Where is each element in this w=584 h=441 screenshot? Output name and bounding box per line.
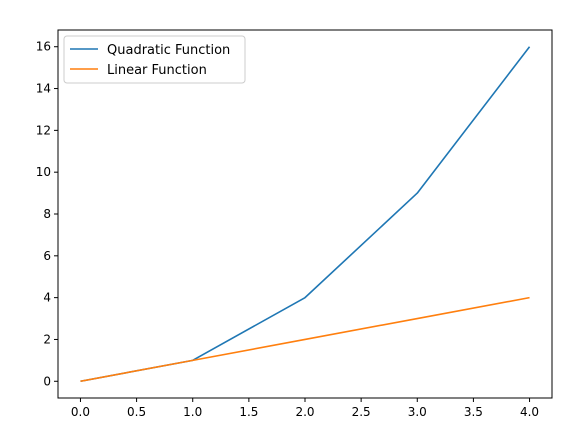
legend-label-1: Linear Function: [107, 63, 207, 78]
series-layer: [80, 46, 531, 383]
legend: Quadratic Function Linear Function: [63, 35, 246, 84]
y-tick-label: 2: [43, 332, 51, 346]
series-line-1: [80, 296, 530, 383]
y-tick-label: 16: [36, 40, 51, 54]
y-tick-label: 10: [36, 165, 51, 179]
x-tick-label: 3.5: [464, 405, 483, 419]
x-tick-label: 3.0: [408, 405, 427, 419]
legend-box: [63, 35, 246, 84]
y-tick-label: 6: [43, 249, 51, 263]
x-tick-label: 1.0: [183, 405, 202, 419]
x-tick-label: 4.0: [520, 405, 539, 419]
legend-label-0: Quadratic Function: [107, 43, 230, 58]
x-tick-label: 2.5: [352, 405, 371, 419]
y-tick-label: 14: [36, 82, 51, 96]
x-tick-label: 1.5: [239, 405, 258, 419]
x-tick-label: 2.0: [295, 405, 314, 419]
x-tick-label: 0.0: [71, 405, 90, 419]
y-tick-label: 4: [43, 291, 51, 305]
y-tick-label: 0: [43, 374, 51, 388]
x-axis: 0.0 0.5 1.0 1.5 2.0 2.5 3.0 3.5 4.0: [71, 398, 539, 419]
y-tick-label: 12: [36, 123, 51, 137]
y-tick-label: 8: [43, 207, 51, 221]
x-tick-label: 0.5: [127, 405, 146, 419]
y-axis: 0 2 4 6 8 10 12 14 16: [36, 40, 58, 388]
